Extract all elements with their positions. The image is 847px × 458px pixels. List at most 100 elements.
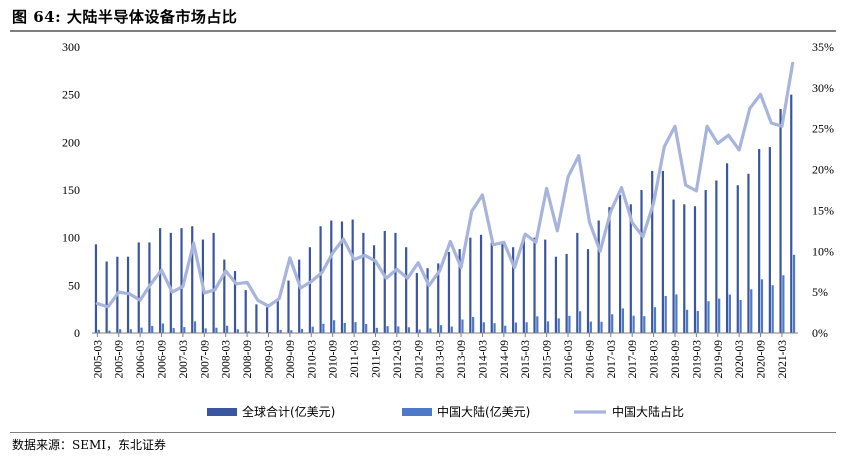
bar-global-2013-12 [469, 237, 472, 333]
bar-china-2005-06 [108, 330, 111, 333]
bar-china-2013-03 [439, 325, 443, 333]
bar-global-2005-03 [94, 244, 98, 333]
bar-china-2017-06 [621, 308, 624, 333]
bar-china-2007-09 [204, 328, 207, 333]
bar-china-2019-03 [696, 310, 699, 333]
bar-global-2015-09 [544, 239, 547, 333]
bar-global-2008-12 [255, 304, 258, 333]
x-tick-label: 2005-09 [114, 340, 126, 379]
bar-china-2021-06 [792, 254, 796, 333]
x-tick-label: 2017-03 [606, 340, 618, 379]
y-right-tick-label: 5% [812, 285, 828, 299]
y-left-tick-label: 50 [68, 278, 80, 292]
legend-label-share: 中国大陆占比 [612, 404, 684, 419]
bar-global-2018-09 [672, 199, 675, 333]
chart-title: 图 64: 大陆半导体设备市场占比 [12, 8, 238, 26]
bar-global-2009-09 [287, 280, 290, 333]
bar-global-2010-09 [330, 220, 333, 333]
bar-china-2013-06 [450, 326, 453, 333]
bar-china-2008-06 [236, 329, 239, 333]
bar-china-2018-12 [685, 309, 689, 333]
bar-china-2012-03 [397, 326, 400, 333]
bar-china-2015-09 [546, 321, 550, 333]
bar-global-2007-03 [180, 228, 183, 333]
x-tick-label: 2017-09 [627, 340, 639, 379]
bar-global-2015-03 [522, 235, 525, 333]
source-note: 数据来源：SEMI，东北证券 [12, 438, 167, 452]
bar-global-2012-06 [405, 247, 408, 333]
bar-china-2017-12 [643, 316, 646, 333]
bar-china-2008-03 [226, 325, 229, 333]
bar-china-2013-09 [461, 319, 464, 333]
x-tick-label: 2010-09 [328, 340, 340, 379]
y-left-tick-label: 100 [62, 231, 80, 245]
x-tick-label: 2015-09 [542, 340, 554, 379]
bar-china-2006-12 [172, 328, 175, 333]
bar-global-2013-03 [437, 263, 440, 333]
bar-global-2011-06 [362, 232, 365, 333]
x-tick-label: 2014-09 [499, 340, 511, 379]
bar-global-2020-12 [768, 147, 771, 333]
bar-china-2012-12 [429, 328, 432, 333]
bar-global-2014-03 [479, 234, 483, 333]
x-tick-label: 2016-03 [563, 340, 575, 379]
bar-global-2018-06 [661, 170, 664, 333]
bar-global-2020-03 [736, 185, 739, 333]
x-tick-label: 2016-09 [584, 340, 596, 379]
x-tick-label: 2012-09 [413, 340, 425, 379]
bar-china-2015-06 [536, 316, 539, 333]
bar-china-2016-09 [589, 321, 592, 333]
x-tick-label: 2013-09 [456, 340, 468, 379]
x-tick-label: 2018-03 [649, 340, 661, 379]
bar-china-2021-03 [782, 275, 785, 333]
legend-swatch-china [402, 408, 432, 416]
footer-divider [10, 432, 836, 433]
bar-china-2011-03 [354, 322, 357, 333]
bar-global-2010-06 [319, 226, 322, 333]
y-right-tick-label: 15% [812, 203, 834, 217]
bar-global-2020-09 [758, 149, 761, 333]
bar-global-2008-09 [244, 290, 247, 333]
bar-china-2014-09 [504, 325, 507, 333]
bar-global-2017-03 [608, 207, 611, 333]
bar-global-2010-12 [340, 221, 344, 333]
x-tick-label: 2005-03 [92, 340, 104, 379]
bar-china-2005-09 [119, 329, 122, 333]
y-right-tick-label: 25% [812, 122, 834, 136]
y-right-tick-label: 35% [812, 40, 834, 54]
bar-global-2005-06 [105, 261, 108, 333]
bar-global-2016-12 [597, 220, 600, 333]
bar-global-2018-12 [683, 204, 686, 333]
bar-global-2012-03 [394, 232, 397, 333]
bar-china-2020-03 [739, 300, 742, 333]
bar-china-2010-06 [322, 323, 325, 333]
x-tick-label: 2013-03 [435, 340, 447, 379]
bar-global-2016-06 [576, 232, 579, 333]
bar-global-2016-03 [565, 253, 568, 333]
bar-china-2017-03 [611, 314, 614, 333]
y-left-tick-label: 200 [62, 135, 80, 149]
bar-global-2021-03 [779, 108, 782, 333]
y-right-tick-label: 0% [812, 326, 828, 340]
bar-china-2010-12 [343, 322, 346, 333]
x-tick-label: 2020-09 [756, 340, 768, 379]
x-tick-label: 2006-09 [157, 340, 169, 379]
y-right-tick-label: 10% [812, 244, 834, 258]
bar-china-2014-12 [514, 322, 518, 333]
y-right-tick-label: 30% [812, 81, 834, 95]
bar-china-2006-03 [140, 327, 143, 333]
bar-global-2006-03 [137, 242, 140, 333]
bar-global-2019-09 [715, 180, 718, 333]
x-tick-label: 2015-03 [520, 340, 532, 379]
bar-global-2007-06 [191, 226, 194, 333]
bar-china-2013-12 [472, 316, 475, 333]
x-tick-label: 2018-09 [670, 340, 682, 379]
axes-layer: 0 50 100 150 200 250 300 0% 5% 10% 15% 20% 25% 30% 35%… [62, 40, 834, 378]
bar-global-2010-03 [308, 247, 311, 333]
bar-china-2011-12 [386, 326, 389, 333]
bar-global-2008-03 [223, 259, 226, 333]
x-tick-label: 2019-09 [713, 340, 725, 379]
bar-china-2005-12 [129, 329, 132, 333]
bar-global-2007-12 [212, 232, 215, 333]
